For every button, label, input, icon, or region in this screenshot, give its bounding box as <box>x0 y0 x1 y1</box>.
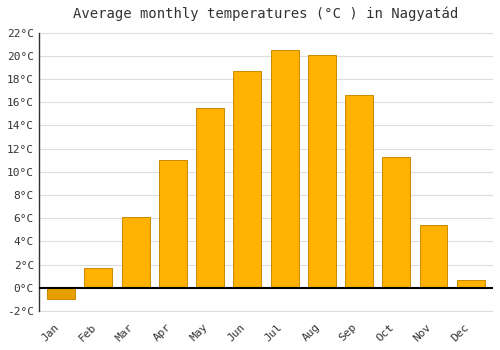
Bar <box>457 280 484 288</box>
Bar <box>308 55 336 288</box>
Bar <box>345 95 373 288</box>
Bar <box>234 71 262 288</box>
Bar <box>270 50 298 288</box>
Bar <box>382 157 410 288</box>
Title: Average monthly temperatures (°C ) in Nagyatád: Average monthly temperatures (°C ) in Na… <box>74 7 458 21</box>
Bar <box>47 288 75 299</box>
Bar <box>84 268 112 288</box>
Bar <box>122 217 150 288</box>
Bar <box>159 160 187 288</box>
Bar <box>420 225 448 288</box>
Bar <box>196 108 224 288</box>
